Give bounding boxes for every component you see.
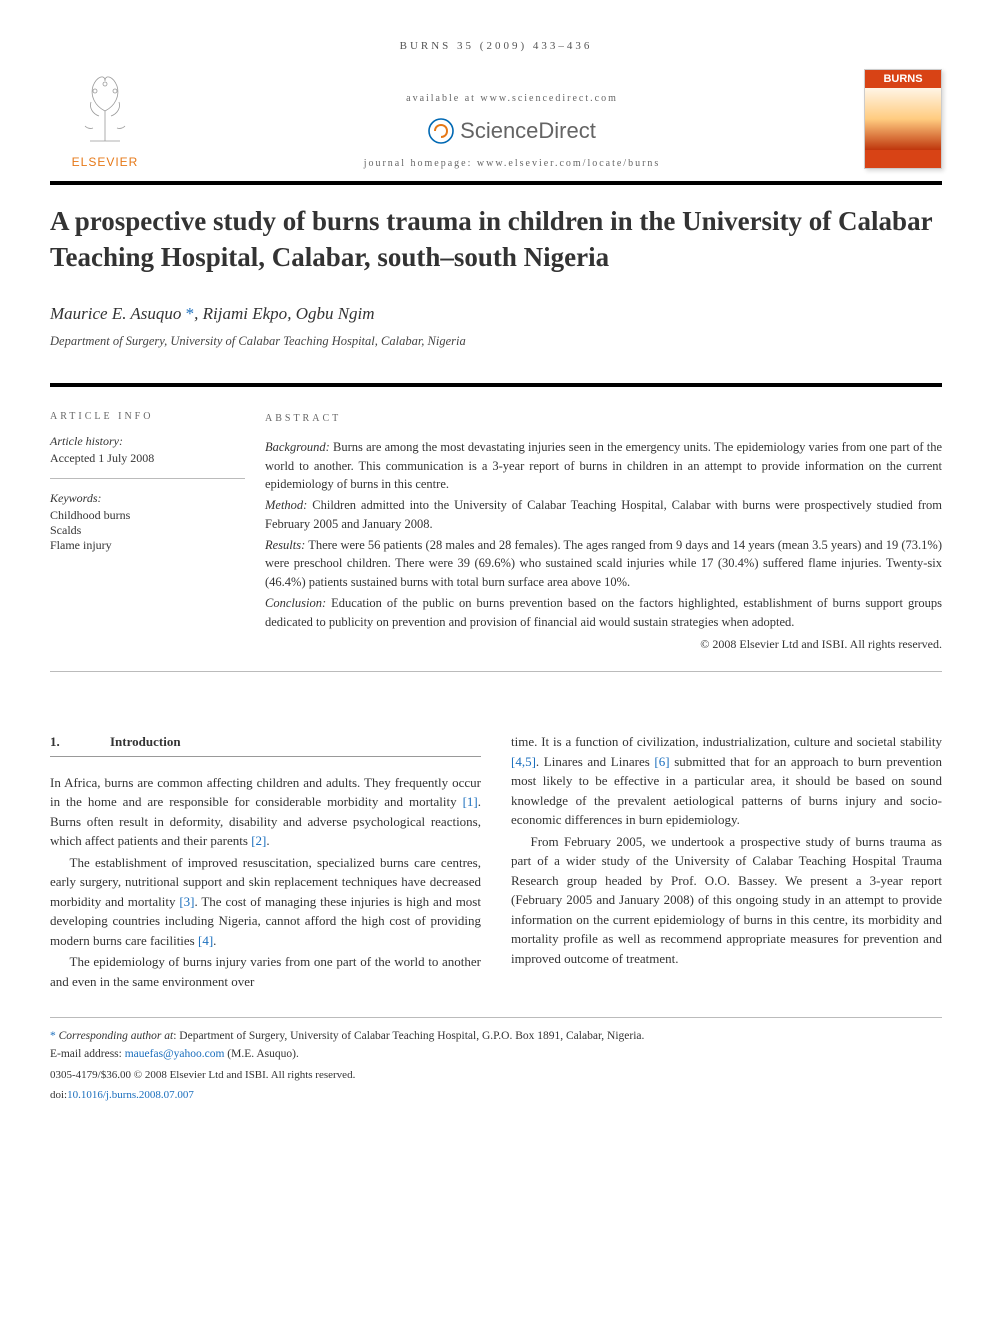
price-copyright: 0305-4179/$36.00 © 2008 Elsevier Ltd and… — [50, 1067, 942, 1084]
abstract-method: Method: Children admitted into the Unive… — [265, 496, 942, 534]
sciencedirect-logo: ScienceDirect — [428, 118, 596, 144]
intro-paragraph-4: time. It is a function of civilization, … — [511, 732, 942, 830]
elsevier-label: ELSEVIER — [50, 155, 160, 169]
abstract-background-label: Background: — [265, 440, 330, 454]
ref-link-45[interactable]: [4,5] — [511, 754, 536, 769]
abstract-conclusion-label: Conclusion: — [265, 596, 326, 610]
email-link[interactable]: mauefas@yahoo.com — [125, 1048, 225, 1060]
abstract-conclusion-text: Education of the public on burns prevent… — [265, 596, 942, 629]
keywords-block: Keywords: Childhood burns Scalds Flame i… — [50, 491, 245, 565]
body-column-left: 1.Introduction In Africa, burns are comm… — [50, 732, 481, 993]
available-text: available at www.sciencedirect.com — [160, 93, 864, 104]
header-row: ELSEVIER available at www.sciencedirect.… — [50, 66, 942, 169]
doi-link[interactable]: 10.1016/j.burns.2008.07.007 — [67, 1089, 194, 1101]
corresponding-star-icon: * — [181, 304, 194, 323]
doi-label: doi: — [50, 1089, 67, 1101]
email-line: E-mail address: mauefas@yahoo.com (M.E. … — [50, 1046, 942, 1063]
email-suffix: (M.E. Asuquo). — [224, 1048, 298, 1060]
journal-cover-thumbnail: BURNS — [864, 69, 942, 169]
footer-star-icon: * — [50, 1030, 59, 1042]
page-header: BURNS 35 (2009) 433–436 ELSEVIER availa — [50, 40, 942, 185]
ref-link-1[interactable]: [1] — [463, 794, 478, 809]
corresponding-author: * Corresponding author at: Department of… — [50, 1028, 942, 1045]
intro-paragraph-2: The establishment of improved resuscitat… — [50, 853, 481, 951]
sciencedirect-text: ScienceDirect — [460, 118, 596, 144]
keywords-label: Keywords: — [50, 491, 245, 506]
intro-paragraph-1: In Africa, burns are common affecting ch… — [50, 773, 481, 851]
article-info-column: ARTICLE INFO Article history: Accepted 1… — [50, 389, 265, 654]
keyword-item: Flame injury — [50, 538, 245, 553]
running-head: BURNS 35 (2009) 433–436 — [50, 40, 942, 52]
ref-link-3[interactable]: [3] — [179, 894, 194, 909]
article-title: A prospective study of burns trauma in c… — [50, 203, 942, 276]
abstract-method-text: Children admitted into the University of… — [265, 498, 942, 531]
author-3: Ogbu Ngim — [296, 304, 375, 323]
keyword-item: Scalds — [50, 523, 245, 538]
abstract-column: ABSTRACT Background: Burns are among the… — [265, 389, 942, 654]
abstract-label: ABSTRACT — [265, 411, 942, 426]
doi-line: doi:10.1016/j.burns.2008.07.007 — [50, 1087, 942, 1104]
journal-cover-art — [865, 88, 941, 150]
abstract-results-label: Results: — [265, 538, 305, 552]
abstract-background: Background: Burns are among the most dev… — [265, 438, 942, 494]
article-history-value: Accepted 1 July 2008 — [50, 451, 245, 466]
ref-link-4[interactable]: [4] — [198, 933, 213, 948]
authors: Maurice E. Asuquo *, Rijami Ekpo, Ogbu N… — [50, 304, 942, 324]
corresponding-label: Corresponding author at — [59, 1030, 174, 1042]
article-info-label: ARTICLE INFO — [50, 411, 245, 422]
sciencedirect-icon — [428, 118, 454, 144]
intro-heading: 1.Introduction — [50, 732, 481, 757]
intro-paragraph-5: From February 2005, we undertook a prosp… — [511, 832, 942, 969]
corresponding-text: : Department of Surgery, University of C… — [173, 1030, 644, 1042]
abstract-copyright: © 2008 Elsevier Ltd and ISBI. All rights… — [265, 635, 942, 653]
article-history-label: Article history: — [50, 434, 245, 449]
author-2: Rijami Ekpo — [203, 304, 288, 323]
body-column-right: time. It is a function of civilization, … — [511, 732, 942, 993]
intro-heading-text: Introduction — [110, 734, 181, 749]
journal-cover-footer — [865, 150, 941, 168]
article-history-block: Article history: Accepted 1 July 2008 — [50, 434, 245, 479]
affiliation: Department of Surgery, University of Cal… — [50, 334, 942, 349]
ref-link-6[interactable]: [6] — [654, 754, 669, 769]
journal-cover-title: BURNS — [865, 70, 941, 88]
author-1: Maurice E. Asuquo — [50, 304, 181, 323]
homepage-text: journal homepage: www.elsevier.com/locat… — [160, 158, 864, 169]
header-center: available at www.sciencedirect.com Scien… — [160, 93, 864, 169]
intro-heading-number: 1. — [50, 732, 110, 752]
abstract-method-label: Method: — [265, 498, 307, 512]
elsevier-tree-icon — [65, 66, 145, 146]
keyword-item: Childhood burns — [50, 508, 245, 523]
abstract-background-text: Burns are among the most devastating inj… — [265, 440, 942, 492]
info-abstract-row: ARTICLE INFO Article history: Accepted 1… — [50, 389, 942, 673]
ref-link-2[interactable]: [2] — [251, 833, 266, 848]
title-section: A prospective study of burns trauma in c… — [50, 185, 942, 387]
intro-paragraph-3: The epidemiology of burns injury varies … — [50, 952, 481, 991]
abstract-results: Results: There were 56 patients (28 male… — [265, 536, 942, 592]
abstract-results-text: There were 56 patients (28 males and 28 … — [265, 538, 942, 590]
body-columns: 1.Introduction In Africa, burns are comm… — [50, 732, 942, 993]
elsevier-logo-block: ELSEVIER — [50, 66, 160, 169]
page-footer: * Corresponding author at: Department of… — [50, 1017, 942, 1104]
email-label: E-mail address: — [50, 1048, 125, 1060]
abstract-conclusion: Conclusion: Education of the public on b… — [265, 594, 942, 632]
